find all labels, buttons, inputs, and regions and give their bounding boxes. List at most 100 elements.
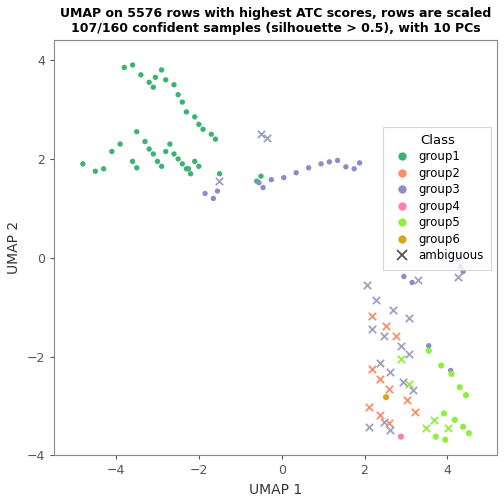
Point [386,426,394,434]
Point [255,178,263,186]
Point [195,162,203,170]
Point [91,167,99,175]
Point [442,435,450,444]
Point [399,379,407,387]
Point [149,83,157,91]
Point [397,342,405,350]
Point [405,314,413,322]
Point [153,157,161,165]
Point [409,386,417,394]
Point [133,164,141,172]
Point [195,120,203,129]
Point [342,163,350,171]
Point [100,165,108,173]
Point [430,416,438,424]
Title: UMAP on 5576 rows with highest ATC scores, rows are scaled
107/160 confident sam: UMAP on 5576 rows with highest ATC score… [60,7,491,35]
Point [381,332,389,340]
Point [162,76,170,84]
Point [325,158,333,166]
Point [411,408,419,416]
Point [365,403,373,411]
Point [372,296,380,304]
Point [362,281,370,289]
Point [447,366,455,374]
Point [459,423,467,431]
Point [211,135,219,143]
Point [129,61,137,69]
Point [456,383,464,391]
Point [389,305,397,313]
Point [191,157,199,165]
Point [405,350,413,358]
Point [368,312,376,320]
Point [178,98,186,106]
Point [413,276,421,284]
Point [184,165,193,173]
Point [376,358,384,366]
Point [201,190,209,198]
Point [215,177,223,185]
Point [79,160,87,168]
Point [385,385,393,393]
Point [182,108,191,116]
Point [405,380,413,388]
Point [451,416,459,424]
Point [382,322,390,330]
Point [457,263,465,271]
Point [280,174,288,182]
Point [334,156,342,164]
Point [137,71,145,79]
Point [292,169,300,177]
Point [129,157,137,165]
Point [170,81,178,89]
Point [397,355,405,363]
Point [454,256,462,264]
Point [151,73,159,81]
Point [437,361,445,369]
Point [385,419,393,427]
Point [355,159,363,167]
Point [149,150,157,158]
Point [108,148,116,156]
Point [350,165,358,173]
Point [425,347,433,355]
Point [368,326,376,334]
Point [178,160,186,168]
Point [422,424,430,432]
Point [386,368,394,376]
Point [376,375,384,383]
Legend: group1, group2, group3, group4, group5, group6, ambiguous: group1, group2, group3, group4, group5, … [383,127,491,270]
Point [392,332,400,340]
Point [462,391,470,399]
Point [170,150,178,158]
X-axis label: UMAP 1: UMAP 1 [249,483,302,497]
Point [162,148,170,156]
Point [116,140,124,148]
Point [440,409,448,417]
Point [263,134,271,142]
Point [381,418,389,426]
Point [207,130,215,138]
Point [454,273,462,281]
Point [145,78,153,86]
Point [133,128,141,136]
Point [397,432,405,440]
Point [257,130,265,138]
Point [209,195,217,203]
Point [158,66,166,74]
Point [317,160,325,168]
Point [158,162,166,170]
Point [365,423,373,431]
Point [145,145,153,153]
Point [199,125,207,133]
Point [191,113,199,121]
Y-axis label: UMAP 2: UMAP 2 [7,221,21,275]
Point [174,155,182,163]
Point [400,273,408,281]
Point [425,342,433,350]
Point [267,175,275,183]
Point [376,411,384,419]
Point [186,170,195,178]
Point [214,187,222,195]
Point [368,365,376,373]
